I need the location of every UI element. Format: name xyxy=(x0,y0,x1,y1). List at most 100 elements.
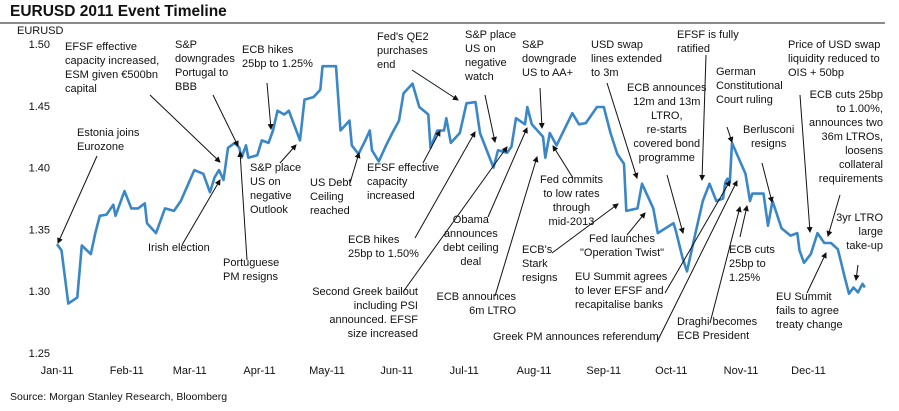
annotation-line: S&P place xyxy=(250,162,302,174)
annotation-line: Berlusconi xyxy=(743,124,795,136)
annotation-arrow xyxy=(552,145,574,179)
annotation-line: negative xyxy=(465,57,507,69)
annotation-arrow xyxy=(487,127,528,218)
annotation-line: Portugal to xyxy=(175,67,229,79)
x-tick-label: Feb-11 xyxy=(110,365,144,377)
x-tick-label: Jul-11 xyxy=(450,365,479,377)
annotation-arrow xyxy=(237,151,248,261)
annotation: US Debt Ceiling reached xyxy=(310,176,352,218)
annotation-line: ECB cuts 25bp xyxy=(809,89,883,101)
annotation: ECB announces 12m and 13m LTRO, re-starts co… xyxy=(627,81,707,165)
annotation-arrow xyxy=(761,162,774,203)
annotation-line: announces xyxy=(443,228,498,240)
annotation-line: Fed commits xyxy=(540,174,603,186)
annotation-line: to 1.00%, xyxy=(836,103,883,115)
annotation-line: S&P place xyxy=(465,29,517,41)
annotation: ECB's Stark resigns xyxy=(522,243,557,285)
annotation: Greek PM announces referendum xyxy=(493,330,659,344)
annotation-line: mid-2013 xyxy=(548,216,595,228)
annotation-arrow xyxy=(212,94,239,147)
annotation-line: Second Greek bailout xyxy=(312,286,418,298)
annotation: USD swap lines extended to 3m xyxy=(591,38,662,80)
annotation-line: ECB cuts xyxy=(729,244,775,256)
y-tick-label: 1.35 xyxy=(29,224,50,236)
annotation: Draghi becomes ECB President xyxy=(677,315,757,343)
annotation-line: capital xyxy=(65,83,97,95)
annotation-line: 36m LTROs, xyxy=(821,131,883,143)
annotation-arrow xyxy=(181,179,221,246)
annotation-line: US to AA+ xyxy=(522,67,574,79)
annotation-line: capacity xyxy=(367,176,408,188)
annotation-line: 1.25% xyxy=(729,272,761,284)
annotation-line: BBB xyxy=(175,81,198,93)
x-tick-label: Aug-11 xyxy=(517,365,552,377)
annotation-arrow xyxy=(538,87,545,129)
annotation-line: EU Summit agrees xyxy=(575,271,668,283)
annotation: Fed commits to low rates through mid-2013 xyxy=(540,173,603,229)
annotation-arrow xyxy=(551,203,619,254)
annotation-arrow xyxy=(666,174,685,234)
annotation-line: 25bp to 1.25% xyxy=(242,58,313,70)
annotation-line: through xyxy=(552,202,591,214)
annotation-line: downgrades xyxy=(175,53,235,65)
annotation: S&P place US on negative watch xyxy=(465,28,516,84)
annotation-line: liquidity reduced to xyxy=(788,53,880,65)
annotation: 3yr LTRO large take-up xyxy=(836,211,883,253)
annotation-line: ECB President xyxy=(677,330,750,342)
annotation-line: LTRO, xyxy=(650,110,683,122)
annotation-line: Price of USD swap xyxy=(788,39,881,51)
annotation-line: announced. EFSF xyxy=(329,314,418,326)
annotation-line: Court ruling xyxy=(716,94,773,106)
annotation-line: size increased xyxy=(347,328,418,340)
annotation-arrow xyxy=(149,94,221,163)
annotation-line: re-starts xyxy=(646,124,687,136)
annotation-line: US on xyxy=(250,176,281,188)
annotation-line: Portuguese xyxy=(223,257,280,269)
annotation-line: Estonia joins xyxy=(77,127,140,139)
annotation-line: purchases xyxy=(377,45,428,57)
annotation-line: to 3m xyxy=(591,67,619,79)
annotation-line: reached xyxy=(310,205,350,217)
annotation-line: Stark xyxy=(522,258,548,270)
x-tick-label: May-11 xyxy=(309,365,345,377)
annotation: S&P downgrades Portugal to BBB xyxy=(175,38,235,94)
annotation-arrow xyxy=(266,82,274,130)
annotation-line: Obama xyxy=(452,214,489,226)
annotation-line: fails to agree xyxy=(776,305,839,317)
annotation-line: treaty change xyxy=(776,319,843,331)
chart-title: EURUSD 2011 Event Timeline xyxy=(10,3,227,20)
annotation: Estonia joins Eurozone xyxy=(77,126,139,154)
annotation: ECB hikes 25bp to 1.25% xyxy=(242,43,313,71)
annotation-arrow xyxy=(626,212,646,236)
annotation-line: Greek PM announces referendum xyxy=(493,331,659,343)
annotation-line: US Debt xyxy=(310,177,352,189)
annotation-arrow xyxy=(799,94,813,233)
annotation-line: 12m and 13m xyxy=(633,96,701,108)
annotation-arrow xyxy=(57,155,98,244)
annotation-arrow xyxy=(853,264,860,281)
annotation: Obama announces debt ceiling deal xyxy=(443,213,499,269)
annotation-arrow xyxy=(402,146,508,293)
y-tick-label: 1.30 xyxy=(29,286,50,298)
annotation-arrow xyxy=(279,144,297,164)
annotation-arrow xyxy=(709,206,742,324)
annotation-line: ECB announces xyxy=(627,82,707,94)
annotation-line: downgrade xyxy=(522,53,577,65)
annotation: Second Greek bailout including PSI announc… xyxy=(312,285,418,341)
x-tick-label: Oct-11 xyxy=(655,365,687,377)
eurusd-series-line xyxy=(55,64,866,305)
annotation-line: take-up xyxy=(846,240,883,252)
annotation-line: announces two xyxy=(809,117,883,129)
annotation-line: Fed launches xyxy=(588,233,656,245)
annotation: Irish election xyxy=(148,241,210,255)
annotation: S&P downgrade US to AA+ xyxy=(522,38,576,80)
annotation-line: USD swap xyxy=(591,39,643,51)
annotation-line: lines extended xyxy=(591,53,662,65)
y-tick-label: 1.25 xyxy=(29,348,50,360)
x-tick-label: Sep-11 xyxy=(586,365,621,377)
annotation: ECB hikes 25bp to 1.50% xyxy=(348,233,419,261)
x-tick-label: Jun-11 xyxy=(380,365,413,377)
annotation-arrow xyxy=(606,82,639,179)
annotation-arrow xyxy=(826,194,841,237)
